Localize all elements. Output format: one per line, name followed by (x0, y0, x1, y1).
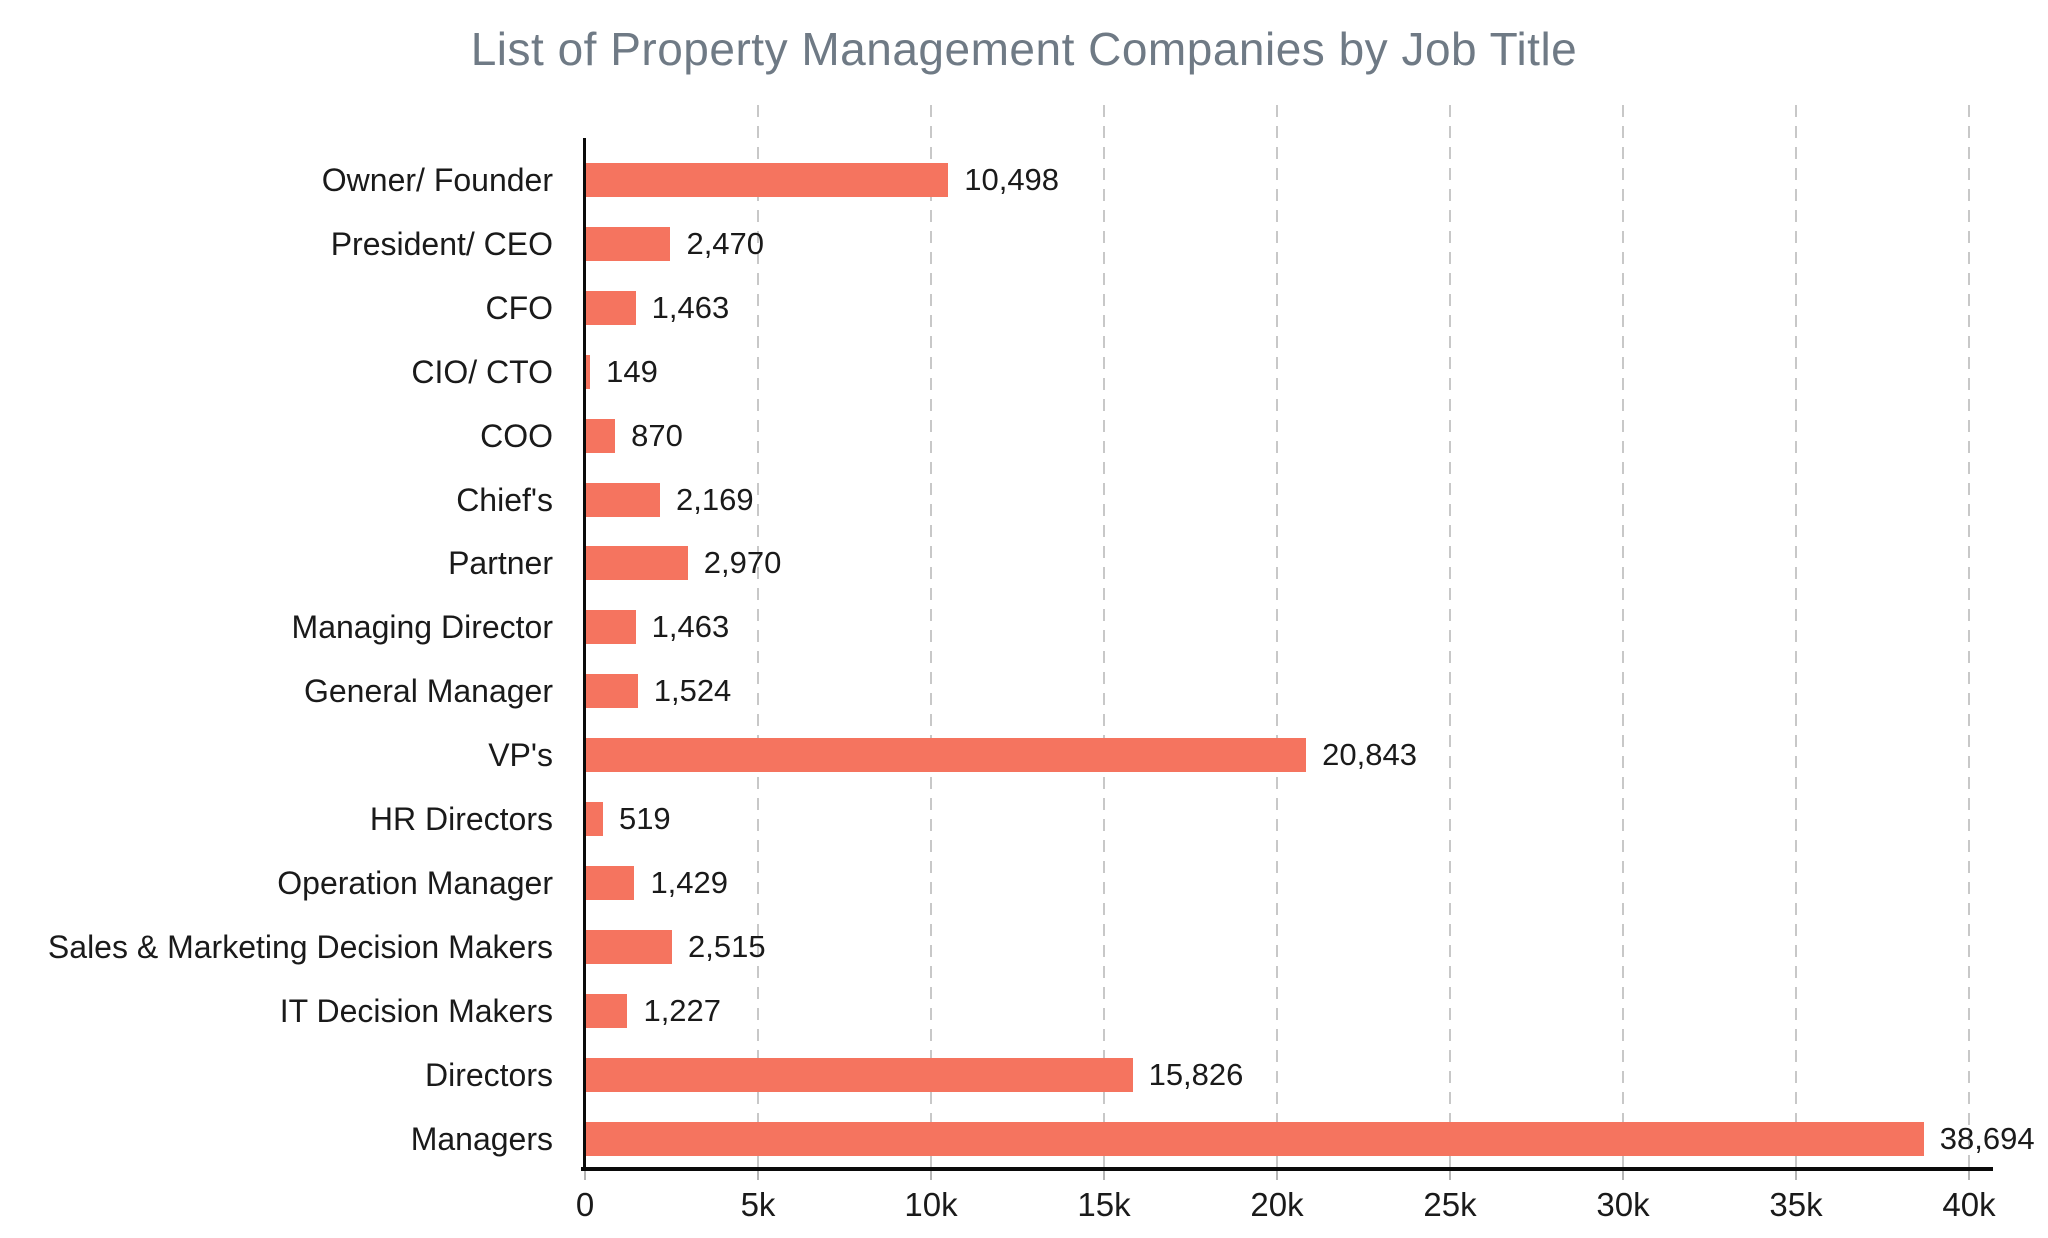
value-label: 38,694 (1939, 1120, 2035, 1156)
bar (585, 865, 635, 900)
gridline-10k (930, 105, 932, 1170)
gridline-40k (1968, 105, 1970, 1170)
bar-row: Partner 2,970 (0, 531, 2048, 595)
category-label: Owner/ Founder (321, 162, 553, 198)
bar (585, 929, 673, 964)
category-label: Partner (448, 545, 553, 582)
bar-row: Operation Manager 1,429 (0, 851, 2048, 915)
bar (585, 674, 638, 709)
bar (585, 354, 591, 389)
y-axis-line (583, 138, 586, 1170)
bar (585, 993, 628, 1028)
x-tick-mark (1103, 1171, 1105, 1180)
x-axis-line (581, 1167, 1993, 1171)
category-label: President/ CEO (330, 225, 553, 262)
x-tick-label: 35k (1769, 1186, 1823, 1223)
x-tick-mark (584, 1171, 586, 1180)
bar-row: IT Decision Makers 1,227 (0, 979, 2048, 1043)
bar-row: CFO 1,463 (0, 276, 2048, 340)
bar-row: General Manager 1,524 (0, 659, 2048, 723)
value-label: 149 (606, 353, 658, 389)
bar-row: Chief's 2,169 (0, 468, 2048, 532)
category-label: HR Directors (369, 801, 553, 837)
gridline-35k (1795, 105, 1797, 1170)
gridline-5k (757, 105, 759, 1170)
category-label: CFO (485, 289, 553, 326)
bar-row: VP's 20,843 (0, 723, 2048, 787)
bar (585, 802, 603, 836)
value-label: 1,227 (643, 992, 722, 1028)
bar (585, 482, 661, 517)
x-tick-mark (1449, 1171, 1451, 1180)
bar-row: Owner/ Founder 10,498 (0, 148, 2048, 212)
bar (585, 163, 949, 197)
bar (585, 418, 616, 453)
x-tick-mark (1276, 1171, 1278, 1180)
bar-row: Managing Director 1,463 (0, 595, 2048, 659)
x-tick-label: 5k (740, 1186, 776, 1223)
bar (585, 226, 671, 261)
value-label: 1,463 (651, 609, 730, 645)
bar-row: President/ CEO 2,470 (0, 212, 2048, 276)
bar (585, 738, 1307, 773)
value-label: 519 (618, 801, 671, 836)
value-label: 15,826 (1148, 1056, 1244, 1092)
bar (585, 610, 636, 645)
category-label: COO (480, 417, 553, 454)
category-label: Managers (410, 1120, 553, 1157)
bar-row: CIO/ CTO 149 (0, 340, 2048, 404)
bar-row: HR Directors 519 (0, 787, 2048, 851)
category-label: Chief's (456, 481, 553, 518)
chart-title: List of Property Management Companies by… (470, 23, 1578, 75)
value-label: 2,970 (703, 545, 782, 581)
bar (585, 1057, 1133, 1092)
category-label: IT Decision Makers (279, 992, 553, 1029)
value-label: 1,524 (653, 673, 732, 709)
x-tick-label: 10k (904, 1186, 958, 1223)
gridline-15k (1103, 105, 1105, 1170)
category-label: Operation Manager (277, 864, 553, 901)
category-label: Directors (424, 1056, 553, 1093)
category-label: CIO/ CTO (411, 353, 553, 390)
value-label: 1,429 (650, 864, 729, 900)
bar (585, 290, 636, 325)
value-label: 2,470 (686, 225, 765, 261)
x-tick-label: 20k (1250, 1186, 1304, 1223)
bar-row: Directors 15,826 (0, 1043, 2048, 1107)
category-label: VP's (488, 737, 553, 774)
value-label: 10,498 (964, 162, 1060, 197)
value-label: 20,843 (1322, 737, 1417, 773)
x-tick-mark (930, 1171, 932, 1180)
bar-row: Managers 38,694 (0, 1107, 2048, 1171)
x-tick-label: 0 (575, 1186, 595, 1223)
x-tick-mark (757, 1171, 759, 1180)
bar (585, 1121, 1924, 1156)
x-tick-label: 30k (1596, 1186, 1650, 1223)
x-tick-mark (1968, 1171, 1970, 1180)
x-tick-mark (1795, 1171, 1797, 1180)
bar (585, 546, 688, 581)
value-label: 1,463 (651, 289, 730, 325)
bar-row: Sales & Marketing Decision Makers 2,515 (0, 915, 2048, 979)
x-tick-label: 15k (1077, 1186, 1131, 1223)
x-tick-label: 25k (1423, 1186, 1477, 1223)
category-label: Sales & Marketing Decision Makers (47, 928, 553, 965)
category-label: General Manager (303, 673, 553, 710)
category-label: Managing Director (291, 609, 553, 646)
bar-row: COO 870 (0, 404, 2048, 468)
x-tick-label: 40k (1942, 1186, 1996, 1223)
gridline-20k (1276, 105, 1278, 1170)
gridline-25k (1449, 105, 1451, 1170)
x-tick-mark (1622, 1171, 1624, 1180)
value-label: 2,169 (676, 481, 754, 517)
value-label: 870 (631, 417, 683, 453)
value-label: 2,515 (688, 928, 766, 964)
gridline-30k (1622, 105, 1624, 1170)
